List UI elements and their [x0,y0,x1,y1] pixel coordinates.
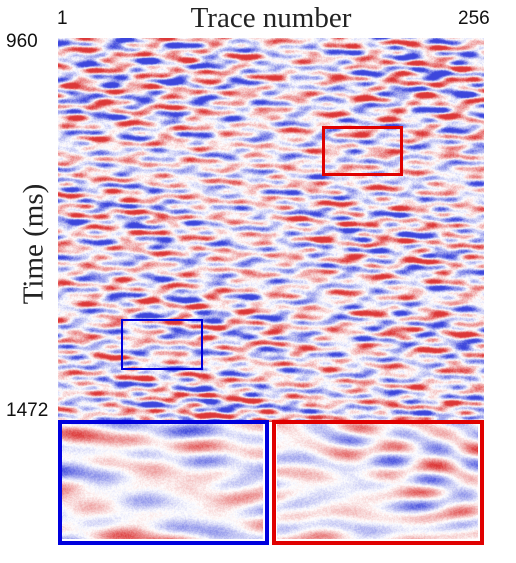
y-axis-label: Time (ms) [17,183,50,305]
x-tick-end: 256 [458,8,490,29]
plot-title: Trace number [190,2,352,34]
y-tick-bottom: 1472 [6,400,49,421]
x-tick-start: 1 [57,8,68,29]
y-tick-top: 960 [6,31,38,52]
seismic-section-image [58,38,484,422]
zoom-inset-red [277,424,478,539]
zoom-inset-blue [62,424,263,539]
